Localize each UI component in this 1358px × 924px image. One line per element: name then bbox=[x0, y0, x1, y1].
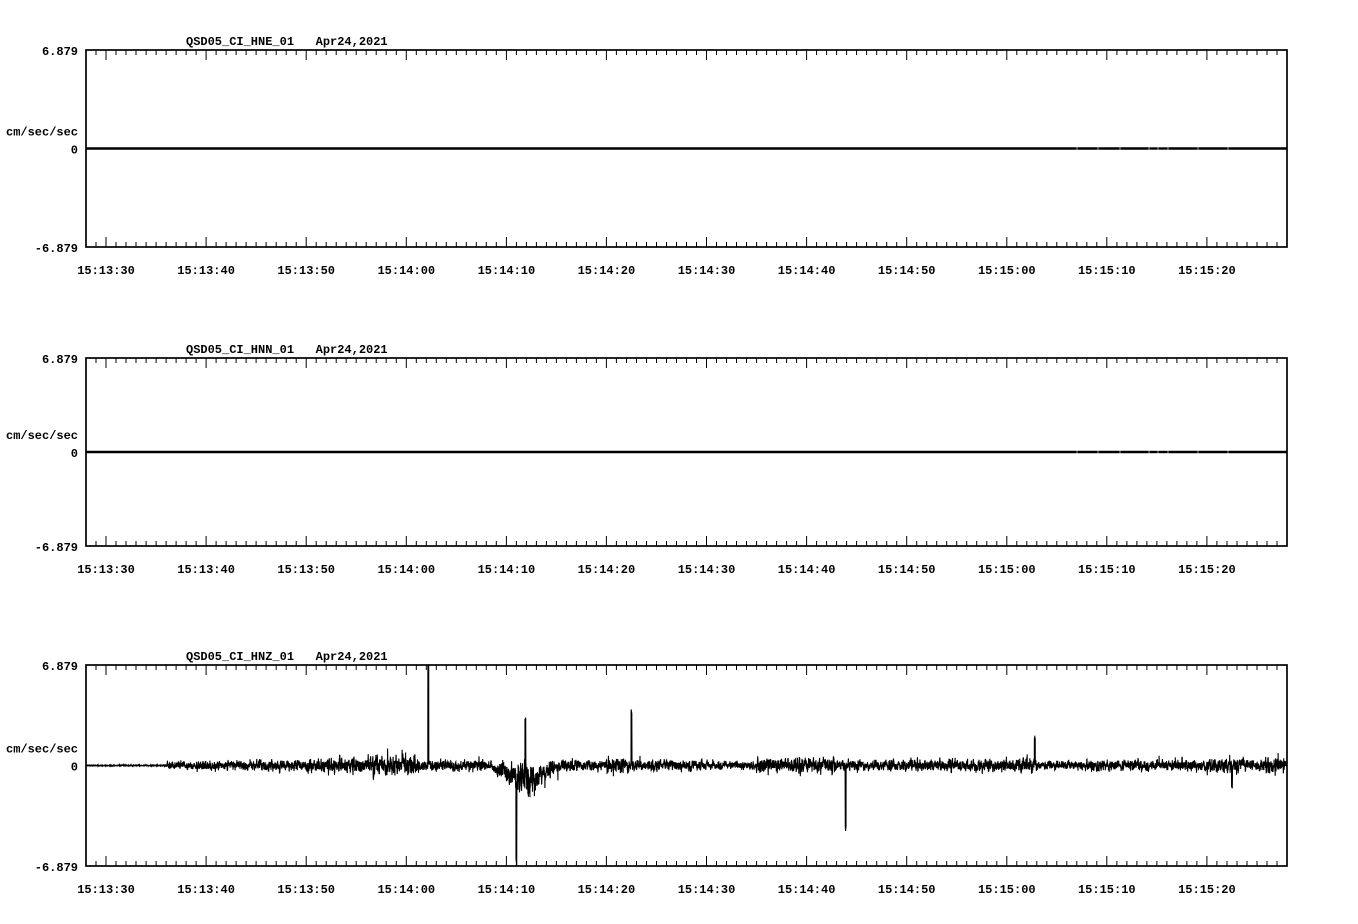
svg-text:15:13:50: 15:13:50 bbox=[277, 264, 335, 278]
svg-text:15:15:20: 15:15:20 bbox=[1178, 264, 1236, 278]
svg-text:cm/sec/sec: cm/sec/sec bbox=[6, 429, 78, 443]
svg-text:15:15:20: 15:15:20 bbox=[1178, 883, 1236, 897]
svg-text:cm/sec/sec: cm/sec/sec bbox=[6, 126, 78, 140]
svg-text:15:14:00: 15:14:00 bbox=[377, 264, 435, 278]
svg-text:15:15:00: 15:15:00 bbox=[978, 563, 1036, 577]
svg-text:15:13:30: 15:13:30 bbox=[77, 563, 135, 577]
svg-text:15:14:50: 15:14:50 bbox=[878, 264, 936, 278]
svg-text:15:14:40: 15:14:40 bbox=[778, 883, 836, 897]
svg-text:15:13:30: 15:13:30 bbox=[77, 264, 135, 278]
svg-text:15:14:40: 15:14:40 bbox=[778, 264, 836, 278]
svg-text:-6.879: -6.879 bbox=[35, 861, 78, 875]
svg-text:15:15:10: 15:15:10 bbox=[1078, 264, 1136, 278]
svg-text:cm/sec/sec: cm/sec/sec bbox=[6, 743, 78, 757]
svg-text:15:13:50: 15:13:50 bbox=[277, 883, 335, 897]
svg-text:15:15:20: 15:15:20 bbox=[1178, 563, 1236, 577]
svg-text:15:13:40: 15:13:40 bbox=[177, 264, 235, 278]
svg-text:QSD05_CI_HNN_01 Apr24,2021: QSD05_CI_HNN_01 Apr24,2021 bbox=[186, 343, 388, 357]
svg-text:6.879: 6.879 bbox=[42, 660, 78, 674]
svg-text:0: 0 bbox=[71, 761, 78, 775]
svg-text:15:13:40: 15:13:40 bbox=[177, 883, 235, 897]
svg-text:15:14:00: 15:14:00 bbox=[377, 883, 435, 897]
svg-text:15:15:00: 15:15:00 bbox=[978, 264, 1036, 278]
svg-text:15:15:00: 15:15:00 bbox=[978, 883, 1036, 897]
svg-text:15:14:50: 15:14:50 bbox=[878, 563, 936, 577]
svg-text:15:15:10: 15:15:10 bbox=[1078, 883, 1136, 897]
svg-text:15:14:10: 15:14:10 bbox=[478, 883, 536, 897]
svg-text:-6.879: -6.879 bbox=[35, 541, 78, 555]
svg-text:15:14:20: 15:14:20 bbox=[578, 883, 636, 897]
svg-text:15:14:50: 15:14:50 bbox=[878, 883, 936, 897]
svg-text:15:14:30: 15:14:30 bbox=[678, 883, 736, 897]
svg-text:QSD05_CI_HNZ_01 Apr24,2021: QSD05_CI_HNZ_01 Apr24,2021 bbox=[186, 650, 388, 664]
svg-text:-6.879: -6.879 bbox=[35, 242, 78, 256]
svg-text:15:14:20: 15:14:20 bbox=[578, 264, 636, 278]
svg-text:15:13:50: 15:13:50 bbox=[277, 563, 335, 577]
svg-text:QSD05_CI_HNE_01 Apr24,2021: QSD05_CI_HNE_01 Apr24,2021 bbox=[186, 35, 388, 49]
svg-text:15:13:40: 15:13:40 bbox=[177, 563, 235, 577]
svg-text:0: 0 bbox=[71, 447, 78, 461]
svg-text:6.879: 6.879 bbox=[42, 353, 78, 367]
svg-text:15:14:30: 15:14:30 bbox=[678, 264, 736, 278]
svg-text:15:14:30: 15:14:30 bbox=[678, 563, 736, 577]
svg-text:15:15:10: 15:15:10 bbox=[1078, 563, 1136, 577]
svg-text:0: 0 bbox=[71, 144, 78, 158]
svg-text:15:14:20: 15:14:20 bbox=[578, 563, 636, 577]
svg-text:15:13:30: 15:13:30 bbox=[77, 883, 135, 897]
svg-text:15:14:10: 15:14:10 bbox=[478, 264, 536, 278]
svg-text:15:14:00: 15:14:00 bbox=[377, 563, 435, 577]
svg-text:15:14:10: 15:14:10 bbox=[478, 563, 536, 577]
svg-text:6.879: 6.879 bbox=[42, 45, 78, 59]
svg-text:15:14:40: 15:14:40 bbox=[778, 563, 836, 577]
